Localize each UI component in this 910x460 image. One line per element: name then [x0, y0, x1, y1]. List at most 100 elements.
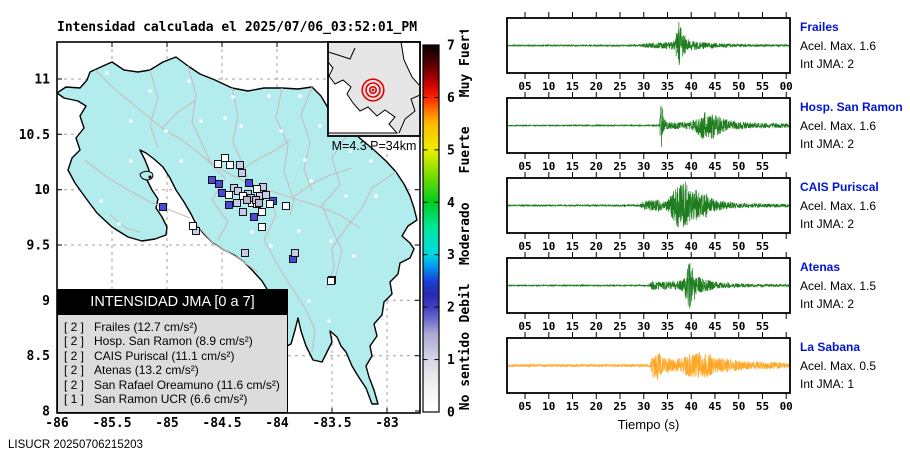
inset-border-north [328, 47, 356, 60]
station-accel-max: Acel. Max. 1.6 [800, 199, 877, 213]
time-tick-label: 15 [566, 320, 579, 333]
road-line [263, 189, 316, 353]
legend-intensity-code: [ 2 ] [64, 363, 85, 378]
colorbar-gradient [422, 44, 440, 413]
time-tick-label: 40 [685, 400, 698, 413]
time-tick-label: 30 [637, 400, 650, 413]
town-dot [223, 116, 227, 120]
station-intensity-marker [238, 169, 246, 177]
time-tick-label: 35 [661, 80, 674, 93]
legend-intensity-code: [ 2 ] [64, 320, 85, 334]
inset-frame [327, 41, 421, 137]
lon-tick-label: -83 [375, 416, 398, 431]
time-tick-label: 10 [542, 400, 555, 413]
town-dot [164, 129, 168, 133]
time-tick-label: 55 [756, 80, 769, 93]
colorbar-tick-label: 1 [447, 353, 455, 368]
time-tick-label: 45 [708, 160, 721, 173]
inset-border-south [398, 94, 420, 134]
town-dot [117, 222, 121, 226]
time-tick-label: 40 [685, 240, 698, 253]
lat-tick-label: 9 [42, 294, 50, 309]
event-magnitude-depth: M=4.3 P=34km [331, 139, 417, 153]
station-intensity-marker [215, 180, 223, 188]
chira-island [139, 170, 154, 181]
time-tick-label: 40 [685, 160, 698, 173]
station-accel-max: Acel. Max. 1.6 [800, 39, 877, 53]
legend-entry: [ 2 ] CAIS Puriscal (11.1 cm/s²) [58, 349, 287, 363]
town-dot [297, 339, 301, 343]
road-line [195, 223, 259, 273]
road-line [325, 171, 397, 289]
time-tick-label: 10 [542, 160, 555, 173]
station-accel-max: Acel. Max. 1.5 [800, 279, 877, 293]
seismogram-panel: 05 10 15 20 25 30 35 40 45 50 55 00 [506, 332, 793, 413]
inset-pacific-ocean [328, 61, 399, 134]
colorbar-tick-label: 4 [447, 196, 455, 211]
time-tick-label: 40 [685, 80, 698, 93]
legend-title: INTENSIDAD JMA [0 a 7] [58, 290, 287, 315]
legend-entry: [ 2 ] Hosp. San Ramon (8.9 cm/s²) [58, 334, 287, 348]
epicenter-ring [365, 82, 381, 98]
station-intensity-marker [266, 200, 274, 208]
time-tick-label: 55 [756, 240, 769, 253]
station-name: CAIS Puriscal [800, 180, 879, 194]
lon-tick-label: -84 [265, 416, 289, 431]
time-tick-label: 15 [566, 240, 579, 253]
time-tick-label: 00 [780, 400, 793, 413]
station-intensity-marker [234, 187, 242, 195]
time-tick-label: 35 [661, 240, 674, 253]
seismogram-panel: 05 10 15 20 25 30 35 40 45 50 55 [506, 172, 791, 253]
station-accel-max: Acel. Max. 1.6 [800, 119, 877, 133]
colorbar-category-label: Debil [458, 283, 473, 322]
station-intensity-marker [239, 208, 247, 216]
epicenter-inset-map [327, 41, 421, 137]
station-name: Atenas [800, 260, 841, 274]
time-tick-label: 55 [756, 320, 769, 333]
station-intensity-marker [243, 196, 251, 204]
road-line [149, 69, 159, 149]
town-dot [250, 230, 254, 234]
road-line [109, 214, 141, 233]
time-tick-label: 35 [661, 400, 674, 413]
time-tick-label: 50 [732, 80, 745, 93]
intensity-colorbar: 0 1 2 3 4 5 6 7 Muy Fuerte Fuerte Moderado Debil No … [422, 30, 473, 421]
station-int-jma: Int JMA: 2 [800, 57, 855, 71]
road-line [321, 129, 351, 226]
town-dot [303, 158, 307, 162]
town-dot [179, 159, 183, 163]
legend-intensity-code: [ 2 ] [64, 334, 85, 349]
legend-entry: [ 2 ] San Rafael Oreamuno (11.6 cm/s²) [58, 378, 287, 392]
epicenter-dot [371, 88, 375, 92]
time-tick-label: 50 [732, 400, 745, 413]
colorbar-category-label: No sentido [458, 332, 473, 410]
town-dot [129, 119, 133, 123]
station-intensity-marker [250, 213, 258, 221]
time-tick-label: 05 [518, 160, 531, 173]
station-intensity-marker [262, 191, 270, 199]
lat-tick-label: 10.5 [19, 128, 50, 143]
waveform-trace [508, 106, 789, 148]
lat-tick-label: 8 [42, 405, 50, 420]
time-tick-label: 45 [708, 240, 721, 253]
time-tick-label: 15 [566, 160, 579, 173]
town-dot [99, 199, 103, 203]
station-intensity-marker [241, 249, 249, 257]
seismogram-panel: 05 10 15 20 25 30 35 40 45 50 55 00 [506, 12, 793, 93]
road-line [161, 99, 197, 129]
colorbar-tick-label: 2 [447, 301, 455, 316]
colorbar-tick-label: 5 [447, 143, 455, 158]
station-intensity-marker [189, 222, 197, 230]
lon-tick-label: -83.5 [312, 416, 351, 431]
legend-intensity-code: [ 1 ] [64, 392, 85, 407]
station-intensity-marker [221, 154, 229, 162]
station-accel-max: Acel. Max. 0.5 [800, 359, 877, 373]
station-intensity-marker [258, 208, 266, 216]
colorbar-tick-label: 0 [447, 406, 455, 421]
waveform-trace [508, 181, 789, 228]
colorbar-category-label: Muy Fuerte [458, 30, 473, 97]
town-dot [214, 254, 218, 258]
station-intensity-marker [239, 192, 247, 200]
station-intensity-marker [233, 199, 241, 207]
colorbar-tick-label: 6 [447, 91, 455, 106]
